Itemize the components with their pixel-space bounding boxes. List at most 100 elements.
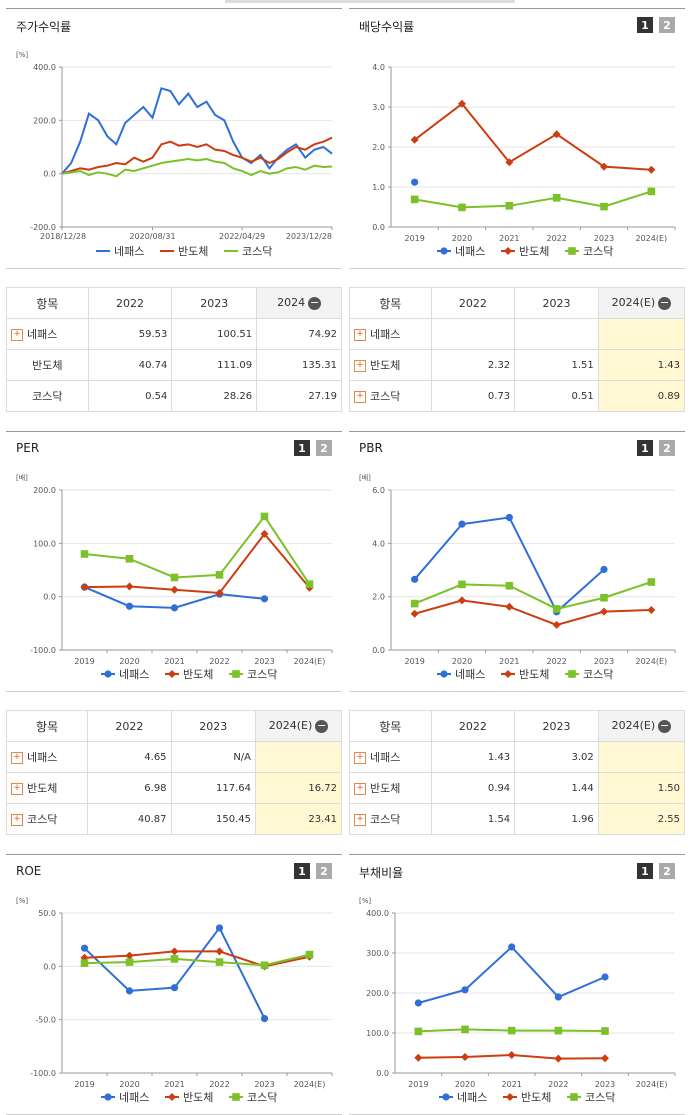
row-label: 반도체 — [370, 359, 401, 372]
y-tick-label: 200.0 — [33, 486, 56, 495]
expand-icon[interactable]: + — [354, 783, 366, 795]
x-tick-label: 2021 — [499, 657, 519, 666]
x-tick-label: 2019 — [408, 1080, 428, 1089]
page-2-button[interactable]: 2 — [659, 863, 675, 879]
per-table: 항목 2022 2023 2024(E) − + 네패스 4.65 N/A + 반도체 6.98 117… — [5, 710, 342, 835]
chart-pager: 1 2 — [637, 863, 675, 879]
page-2-button[interactable]: 2 — [659, 440, 675, 456]
column-header: 2023 — [514, 287, 599, 319]
collapse-icon[interactable]: − — [308, 295, 322, 310]
x-tick-label: 2024(E) — [636, 234, 668, 243]
y-tick-label: 3.0 — [372, 103, 385, 112]
column-header-label: 2023 — [542, 296, 571, 310]
page-1-button[interactable]: 1 — [294, 863, 310, 879]
page-1-button[interactable]: 1 — [294, 440, 310, 456]
row-label-cell[interactable]: + 코스닥 — [5, 803, 89, 835]
x-tick-label: 2019 — [74, 657, 94, 666]
value-cell: 0.94 — [430, 772, 516, 804]
column-header-label: 2023 — [200, 296, 229, 310]
value-cell: 1.54 — [430, 803, 516, 835]
series-line — [413, 516, 605, 614]
y-tick-label: 50.0 — [38, 909, 56, 918]
chart-pager: 1 2 — [294, 440, 332, 456]
y-unit: [%] — [16, 51, 28, 59]
x-tick-label: 2021 — [164, 657, 184, 666]
expand-icon[interactable]: + — [354, 752, 366, 764]
column-header: 2024(E) − — [255, 710, 342, 742]
debt-ratio-chart: 400.0 300.0 200.0 100.0 0.0 [%] 2019 2020 2021 20… — [359, 897, 676, 1104]
y-tick-label: 0.0 — [376, 1069, 389, 1078]
roe-card: ROE 1 2 50.0 0.0 -50.0 -100.0 [%] 2019 2020 202… — [6, 854, 342, 1115]
y-tick-label: -200.0 — [30, 223, 56, 232]
value-cell: 0.51 — [514, 380, 599, 412]
collapse-icon[interactable]: − — [658, 718, 672, 733]
row-label-cell[interactable]: + 반도체 — [5, 772, 89, 804]
page-2-button[interactable]: 2 — [316, 440, 332, 456]
legend-label: 반도체 — [178, 245, 208, 258]
value-cell: 1.43 — [597, 349, 686, 381]
row-label-cell[interactable]: + 코스닥 — [349, 380, 432, 412]
row-label-cell[interactable]: + 코스닥 — [349, 803, 432, 835]
x-tick-label: 2024(E) — [636, 1080, 668, 1089]
expand-icon[interactable]: + — [11, 752, 23, 764]
y-tick-label: 0.0 — [372, 646, 385, 655]
page-1-button[interactable]: 1 — [637, 17, 653, 33]
expand-icon[interactable]: + — [11, 329, 23, 341]
y-tick-label: 2.0 — [372, 143, 385, 152]
page-1-button[interactable]: 1 — [637, 863, 653, 879]
legend-marker — [232, 670, 240, 678]
expand-icon[interactable]: + — [354, 360, 366, 372]
y-tick-label: 6.0 — [372, 486, 385, 495]
expand-icon[interactable]: + — [354, 814, 366, 826]
collapse-icon[interactable]: − — [315, 718, 329, 733]
column-header: 2022 — [87, 710, 172, 742]
table-row: + 네패스 4.65 N/A — [5, 741, 342, 773]
legend-marker — [442, 1093, 450, 1101]
dividend-card: 배당수익률 1 2 4.0 3.0 2.0 1.0 0.0 2019 2020 2021 202… — [349, 8, 685, 269]
legend-label: 네패스 — [119, 668, 149, 681]
expand-icon[interactable]: + — [354, 391, 366, 403]
x-tick-label: 2021 — [499, 234, 519, 243]
x-tick-label: 2023 — [254, 1080, 274, 1089]
row-label-cell[interactable]: + 네패스 — [349, 318, 432, 350]
expand-icon[interactable]: + — [11, 814, 23, 826]
x-tick-label: 2018/12/28 — [40, 232, 86, 241]
legend-label: 반도체 — [183, 1091, 213, 1104]
row-label-cell[interactable]: + 네패스 — [349, 741, 432, 773]
expand-icon[interactable]: + — [11, 783, 23, 795]
data-point — [505, 513, 513, 522]
page-2-button[interactable]: 2 — [316, 863, 332, 879]
legend-marker — [506, 1093, 514, 1101]
stock-return-chart: 400.0 200.0 0.0 -200.0 [%] 2018/12/28 2020/08/… — [16, 51, 333, 258]
data-point — [647, 187, 656, 196]
page-1-button[interactable]: 1 — [637, 440, 653, 456]
data-point — [410, 599, 419, 608]
data-point — [507, 1051, 516, 1059]
legend-marker — [104, 1093, 112, 1101]
column-header: 2023 — [170, 710, 257, 742]
stock-return-table: 항목 2022 2023 2024− + 네패스 59.53 100.51 74.92 반도체 40… — [6, 287, 342, 412]
expand-icon[interactable]: + — [354, 329, 366, 341]
y-tick-label: 300.0 — [366, 949, 389, 958]
data-point — [507, 1026, 516, 1035]
page-2-button[interactable]: 2 — [659, 17, 675, 33]
row-label-cell[interactable]: + 네패스 — [5, 741, 89, 773]
row-label-cell[interactable]: + 네패스 — [6, 318, 89, 350]
collapse-icon[interactable]: − — [658, 295, 672, 310]
value-cell: 59.53 — [87, 318, 173, 350]
value-cell: 150.45 — [170, 803, 257, 835]
series-line — [418, 945, 606, 1004]
pbr-chart: 6.0 4.0 2.0 0.0 [배] 2019 2020 2021 2022 2023 2024(… — [359, 473, 676, 681]
legend-label: 네패스 — [457, 1091, 487, 1104]
data-point — [305, 580, 314, 588]
data-point — [125, 555, 134, 563]
row-label-cell[interactable]: + 반도체 — [349, 349, 432, 381]
table-row: + 반도체 0.94 1.44 1.50 — [349, 772, 686, 804]
value-cell: 27.19 — [256, 380, 342, 412]
row-label-cell[interactable]: + 반도체 — [349, 772, 432, 804]
data-point — [260, 1015, 269, 1023]
x-tick-label: 2019 — [74, 1080, 94, 1089]
legend-marker — [570, 1093, 578, 1101]
column-header: 2023 — [171, 287, 258, 319]
x-tick-label: 2021 — [164, 1080, 184, 1089]
